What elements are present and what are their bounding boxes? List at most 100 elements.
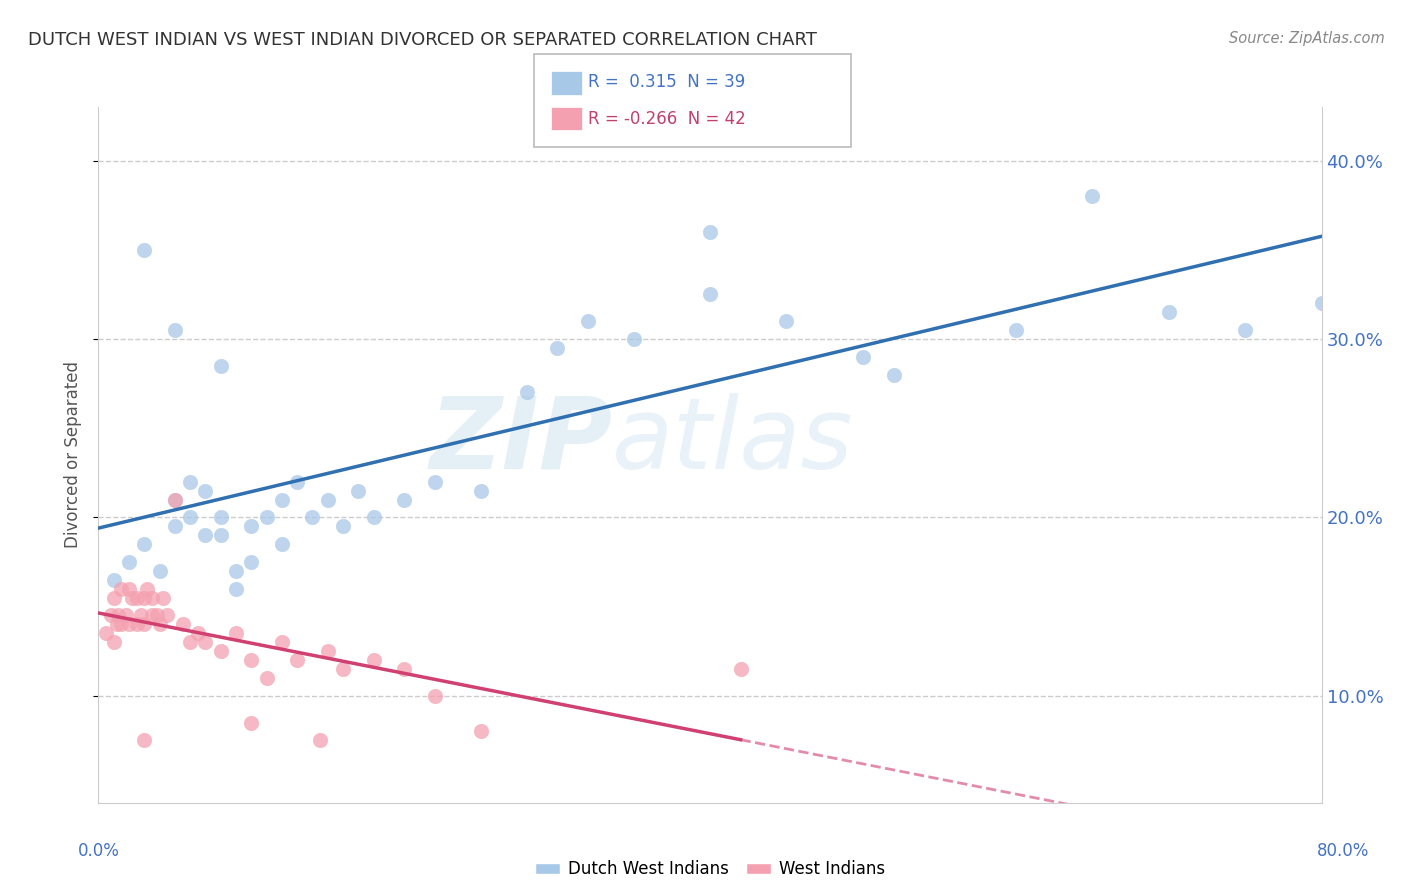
Point xyxy=(347,483,370,498)
Point xyxy=(1157,305,1180,319)
Point xyxy=(194,528,217,542)
Point xyxy=(103,573,125,587)
Point xyxy=(392,492,416,507)
Point xyxy=(134,733,156,747)
Point xyxy=(125,591,148,605)
Point xyxy=(1004,323,1026,337)
Point xyxy=(141,608,163,623)
Point xyxy=(270,537,292,551)
Point xyxy=(134,537,156,551)
Point xyxy=(316,492,339,507)
Point xyxy=(209,528,232,542)
Point xyxy=(118,582,141,596)
Point xyxy=(187,626,209,640)
Point xyxy=(118,555,141,569)
Point xyxy=(179,475,201,489)
Point xyxy=(623,332,645,346)
Point xyxy=(332,519,354,533)
Point xyxy=(225,582,247,596)
Text: R =  0.315  N = 39: R = 0.315 N = 39 xyxy=(588,73,745,91)
Point xyxy=(730,662,752,676)
Point xyxy=(285,653,308,667)
Text: atlas: atlas xyxy=(612,392,853,490)
Text: R = -0.266  N = 42: R = -0.266 N = 42 xyxy=(588,110,745,128)
Point xyxy=(225,626,247,640)
Point xyxy=(194,483,217,498)
Point xyxy=(110,617,132,632)
Point xyxy=(194,635,217,649)
Point xyxy=(1081,189,1104,203)
Point xyxy=(134,243,156,257)
Point xyxy=(316,644,339,658)
Point xyxy=(301,510,323,524)
Point xyxy=(423,689,446,703)
Point xyxy=(285,475,308,489)
Point xyxy=(240,653,263,667)
Point xyxy=(363,510,385,524)
Point xyxy=(163,323,186,337)
Point xyxy=(103,635,125,649)
Point xyxy=(141,591,163,605)
Point xyxy=(152,591,174,605)
Text: Source: ZipAtlas.com: Source: ZipAtlas.com xyxy=(1229,31,1385,46)
Point xyxy=(209,644,232,658)
Point xyxy=(209,510,232,524)
Point xyxy=(118,617,141,632)
Text: DUTCH WEST INDIAN VS WEST INDIAN DIVORCED OR SEPARATED CORRELATION CHART: DUTCH WEST INDIAN VS WEST INDIAN DIVORCE… xyxy=(28,31,817,49)
Point xyxy=(179,635,201,649)
Point xyxy=(149,617,172,632)
Point xyxy=(209,359,232,373)
Point xyxy=(256,510,278,524)
Point xyxy=(699,225,721,239)
Point xyxy=(125,617,148,632)
Point xyxy=(179,510,201,524)
Text: 0.0%: 0.0% xyxy=(77,842,120,860)
Point xyxy=(309,733,332,747)
Point xyxy=(103,591,125,605)
Point xyxy=(163,492,186,507)
Point xyxy=(883,368,905,382)
Text: ZIP: ZIP xyxy=(429,392,612,490)
Point xyxy=(115,608,138,623)
Point xyxy=(1310,296,1333,310)
Text: 80.0%: 80.0% xyxy=(1316,842,1369,860)
Point xyxy=(423,475,446,489)
Point xyxy=(134,591,156,605)
Point xyxy=(110,582,132,596)
Point xyxy=(163,492,186,507)
Point xyxy=(270,635,292,649)
Point xyxy=(392,662,416,676)
Point xyxy=(270,492,292,507)
Point xyxy=(163,519,186,533)
Point xyxy=(105,617,128,632)
Point xyxy=(516,385,538,400)
Point xyxy=(107,608,129,623)
Point xyxy=(156,608,179,623)
Point xyxy=(145,608,167,623)
Point xyxy=(225,564,247,578)
Point xyxy=(129,608,152,623)
Point xyxy=(332,662,354,676)
Point xyxy=(121,591,143,605)
Point xyxy=(576,314,599,328)
Point xyxy=(149,564,172,578)
Point xyxy=(546,341,568,355)
Point xyxy=(363,653,385,667)
Point xyxy=(94,626,117,640)
Point xyxy=(240,519,263,533)
Y-axis label: Divorced or Separated: Divorced or Separated xyxy=(63,361,82,549)
Point xyxy=(470,483,492,498)
Point xyxy=(100,608,122,623)
Point xyxy=(240,715,263,730)
Point xyxy=(852,350,875,364)
Point xyxy=(470,724,492,739)
Point xyxy=(256,671,278,685)
Point xyxy=(172,617,194,632)
Point xyxy=(240,555,263,569)
Point xyxy=(1234,323,1257,337)
Legend: Dutch West Indians, West Indians: Dutch West Indians, West Indians xyxy=(529,854,891,885)
Point xyxy=(775,314,797,328)
Point xyxy=(136,582,159,596)
Point xyxy=(699,287,721,301)
Point xyxy=(134,617,156,632)
